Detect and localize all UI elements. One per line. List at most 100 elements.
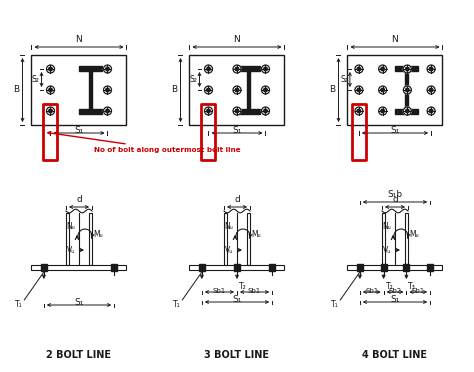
Bar <box>234 264 240 271</box>
Text: 4 BOLT LINE: 4 BOLT LINE <box>363 350 428 360</box>
Bar <box>381 264 387 271</box>
Bar <box>89 71 92 109</box>
Circle shape <box>103 65 111 73</box>
Circle shape <box>106 88 109 92</box>
Text: S₁: S₁ <box>390 126 400 135</box>
Circle shape <box>355 86 363 94</box>
Circle shape <box>379 86 387 94</box>
Bar <box>79 66 102 71</box>
Circle shape <box>355 107 363 115</box>
Circle shape <box>106 109 109 113</box>
Bar <box>199 264 205 271</box>
Text: T₁: T₁ <box>15 300 22 309</box>
Bar <box>79 109 102 114</box>
Circle shape <box>264 109 267 113</box>
Text: Sb2: Sb2 <box>388 288 401 294</box>
Text: B: B <box>329 86 336 94</box>
Circle shape <box>207 67 210 71</box>
Circle shape <box>357 109 361 113</box>
Bar <box>403 264 410 271</box>
Bar <box>224 213 227 265</box>
Bar <box>394 66 418 71</box>
Bar <box>394 109 418 114</box>
Circle shape <box>357 88 361 92</box>
Text: S₂: S₂ <box>340 75 348 84</box>
Text: N: N <box>76 35 82 44</box>
Text: B: B <box>13 86 19 94</box>
Text: Mᵤ: Mᵤ <box>409 230 419 238</box>
Circle shape <box>429 67 433 71</box>
Text: Vᵤ: Vᵤ <box>225 246 233 254</box>
Text: d: d <box>76 195 82 204</box>
Text: T₂: T₂ <box>239 282 247 291</box>
Circle shape <box>235 109 239 113</box>
Circle shape <box>406 67 409 71</box>
Circle shape <box>207 88 210 92</box>
Text: S₂: S₂ <box>32 75 39 84</box>
Text: S₁: S₁ <box>390 295 400 304</box>
Circle shape <box>262 107 270 115</box>
Text: S₁: S₁ <box>74 126 84 135</box>
Bar <box>66 213 69 265</box>
Text: 3 BOLT LINE: 3 BOLT LINE <box>204 350 270 360</box>
Circle shape <box>379 65 387 73</box>
Circle shape <box>106 67 109 71</box>
Text: Sb1: Sb1 <box>213 288 226 294</box>
Text: Sb1: Sb1 <box>248 288 261 294</box>
Bar <box>89 213 92 265</box>
Bar <box>405 213 408 265</box>
Bar <box>382 213 385 265</box>
Bar <box>31 55 127 125</box>
Circle shape <box>429 88 433 92</box>
Bar <box>190 265 284 270</box>
Circle shape <box>379 107 387 115</box>
Circle shape <box>204 107 212 115</box>
Circle shape <box>233 65 241 73</box>
Circle shape <box>262 86 270 94</box>
Bar <box>190 55 284 125</box>
Text: T₂: T₂ <box>386 282 393 291</box>
Bar <box>111 264 117 271</box>
Bar <box>405 71 408 109</box>
Circle shape <box>235 67 239 71</box>
Bar <box>269 264 275 271</box>
Text: N: N <box>392 35 398 44</box>
Circle shape <box>427 65 435 73</box>
Circle shape <box>49 109 52 113</box>
Bar <box>347 265 443 270</box>
Bar <box>190 265 284 270</box>
Circle shape <box>207 109 210 113</box>
Text: Nᵤ: Nᵤ <box>382 222 391 231</box>
Circle shape <box>264 67 267 71</box>
Circle shape <box>204 86 212 94</box>
Text: S₁b: S₁b <box>387 190 402 199</box>
Circle shape <box>235 88 239 92</box>
Text: Mᵤ: Mᵤ <box>251 230 261 238</box>
Circle shape <box>381 67 384 71</box>
Bar <box>352 104 366 160</box>
Circle shape <box>264 88 267 92</box>
Text: T₁: T₁ <box>331 300 338 309</box>
Bar <box>201 104 216 160</box>
Text: Vᵤ: Vᵤ <box>67 246 75 254</box>
Text: N: N <box>234 35 240 44</box>
Bar <box>237 109 260 114</box>
Circle shape <box>403 65 411 73</box>
Text: B: B <box>172 86 177 94</box>
Text: T₃: T₃ <box>409 282 416 291</box>
Text: S₁: S₁ <box>232 295 242 304</box>
Bar <box>427 264 433 271</box>
Circle shape <box>406 88 409 92</box>
Bar <box>357 264 363 271</box>
Text: No of bolt along outermost bolt line: No of bolt along outermost bolt line <box>48 132 241 153</box>
Text: 2 BOLT LINE: 2 BOLT LINE <box>46 350 111 360</box>
Circle shape <box>406 109 409 113</box>
Bar <box>347 265 443 270</box>
Bar <box>347 55 443 125</box>
Bar <box>247 71 250 109</box>
Circle shape <box>204 65 212 73</box>
Circle shape <box>427 107 435 115</box>
Circle shape <box>355 65 363 73</box>
Text: S₁: S₁ <box>232 126 242 135</box>
Text: Nᵤ: Nᵤ <box>224 222 233 231</box>
